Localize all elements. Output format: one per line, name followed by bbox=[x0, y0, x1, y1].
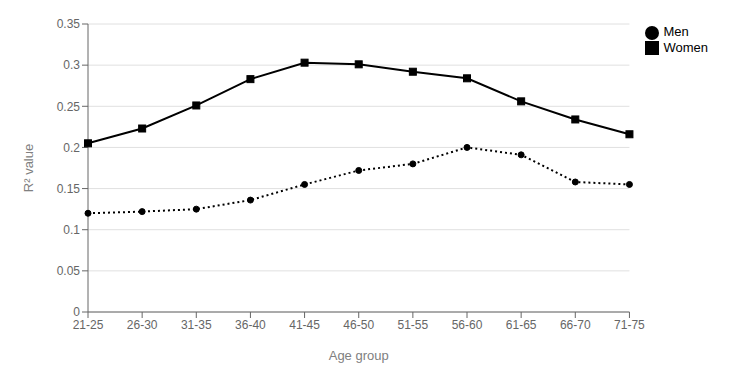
svg-text:21-25: 21-25 bbox=[73, 318, 104, 332]
svg-text:0.1: 0.1 bbox=[63, 223, 80, 237]
svg-text:46-50: 46-50 bbox=[343, 318, 374, 332]
svg-text:0.05: 0.05 bbox=[57, 264, 81, 278]
svg-text:0.2: 0.2 bbox=[63, 141, 80, 155]
html-text:Women: Women bbox=[663, 39, 708, 55]
svg-text:61-65: 61-65 bbox=[506, 318, 537, 332]
svg-text:26-30: 26-30 bbox=[127, 318, 158, 332]
svg-text:Age group: Age group bbox=[329, 348, 389, 363]
svg-text:0: 0 bbox=[73, 305, 80, 319]
svg-text:0.35: 0.35 bbox=[57, 17, 81, 31]
svg-text:0.15: 0.15 bbox=[57, 182, 81, 196]
svg-text:66-70: 66-70 bbox=[560, 318, 591, 332]
svg-text:41-45: 41-45 bbox=[289, 318, 320, 332]
svg-text:31-35: 31-35 bbox=[181, 318, 212, 332]
svg-text:0.3: 0.3 bbox=[63, 58, 80, 72]
svg-text:36-40: 36-40 bbox=[235, 318, 266, 332]
svg-text:51-55: 51-55 bbox=[398, 318, 429, 332]
svg-text:R² value: R² value bbox=[21, 144, 36, 192]
svg-text:56-60: 56-60 bbox=[452, 318, 483, 332]
svg-text:71-75: 71-75 bbox=[614, 318, 645, 332]
html-text:Men: Men bbox=[663, 24, 689, 39]
svg-text:0.25: 0.25 bbox=[57, 100, 81, 114]
